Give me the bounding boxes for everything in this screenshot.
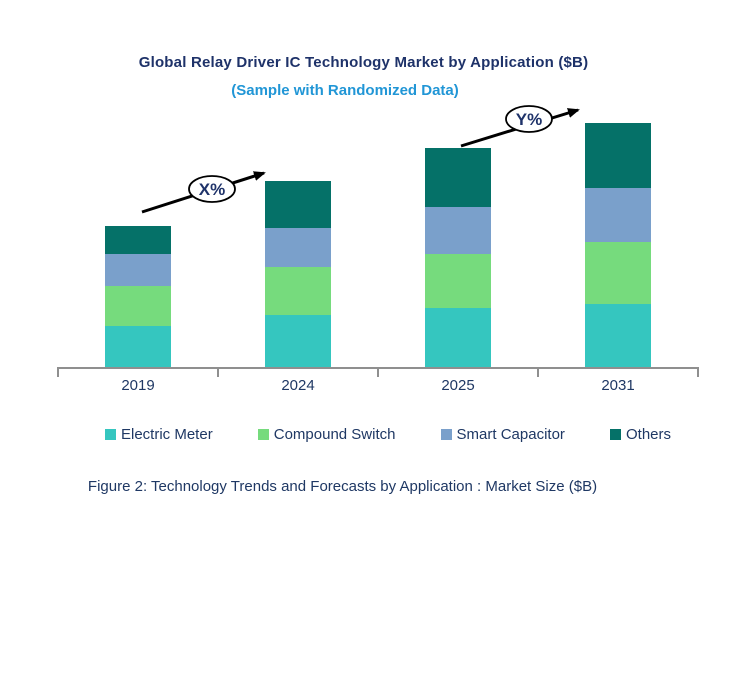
growth-bubble-y	[505, 105, 553, 133]
growth-annotation-x: X%	[141, 171, 266, 214]
bar-segment-compound-switch-2019	[105, 286, 171, 326]
bar-segment-smart-capacitor-2024	[265, 228, 331, 267]
legend-label: Smart Capacitor	[456, 426, 565, 443]
growth-label-y: Y%	[516, 110, 542, 129]
legend-label: Electric Meter	[121, 426, 213, 443]
x-axis-tick	[217, 368, 219, 377]
x-axis-tick	[57, 368, 59, 377]
figure-caption: Figure 2: Technology Trends and Forecast…	[87, 478, 598, 495]
legend: Electric Meter Compound Switch Smart Capac…	[105, 426, 671, 443]
bar-segment-smart-capacitor-2019	[105, 254, 171, 286]
growth-annotation-y: Y%	[460, 105, 580, 148]
x-axis-label-2025: 2025	[441, 377, 475, 394]
legend-swatch-icon	[257, 429, 269, 440]
x-axis-label-2019: 2019	[121, 377, 155, 394]
bar-segment-electric-meter-2024	[265, 315, 331, 368]
chart-title: Global Relay Driver IC Technology Market…	[138, 54, 589, 71]
bar-segment-others-2019	[105, 226, 171, 254]
bar-segment-electric-meter-2025	[425, 308, 491, 368]
bar-segment-others-2024	[265, 181, 331, 228]
growth-label-x: X%	[199, 180, 225, 199]
x-axis-tick	[537, 368, 539, 377]
bar-segment-others-2031	[585, 123, 651, 188]
legend-label: Others	[625, 426, 671, 443]
chart-subtitle: (Sample with Randomized Data)	[231, 82, 459, 99]
legend-item-smart-capacitor: Smart Capacitor	[440, 426, 565, 443]
bar-segment-compound-switch-2025	[425, 254, 491, 308]
legend-label: Compound Switch	[273, 426, 396, 443]
bar-segment-others-2025	[425, 148, 491, 207]
legend-item-electric-meter: Electric Meter	[105, 426, 213, 443]
bar-segment-electric-meter-2031	[585, 304, 651, 368]
x-axis-tick	[377, 368, 379, 377]
growth-bubble-x	[188, 175, 236, 203]
legend-item-compound-switch: Compound Switch	[257, 426, 396, 443]
legend-swatch-icon	[440, 429, 452, 440]
legend-item-others: Others	[609, 426, 671, 443]
bar-segment-smart-capacitor-2025	[425, 207, 491, 254]
legend-swatch-icon	[105, 429, 116, 440]
bar-segment-compound-switch-2024	[265, 267, 331, 315]
x-axis-tick	[697, 368, 699, 377]
bar-segment-electric-meter-2019	[105, 326, 171, 368]
bar-segment-smart-capacitor-2031	[585, 188, 651, 242]
x-axis-label-2031: 2031	[601, 377, 635, 394]
bar-segment-compound-switch-2031	[585, 242, 651, 304]
x-axis-label-2024: 2024	[281, 377, 315, 394]
legend-swatch-icon	[609, 429, 621, 440]
